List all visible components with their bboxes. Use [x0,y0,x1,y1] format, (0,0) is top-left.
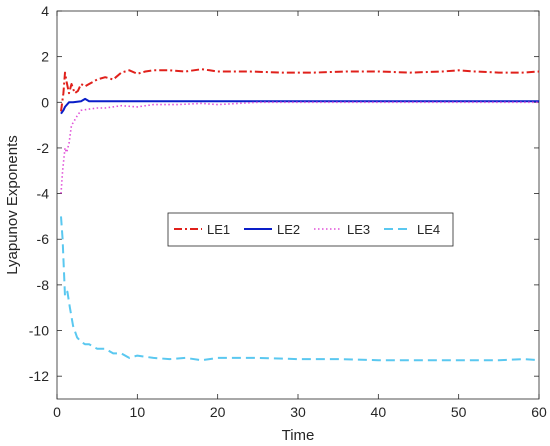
y-tick-label: -2 [37,140,50,156]
y-axis-label: Lyapunov Exponents [4,135,21,275]
series-line-le2 [60,97,539,115]
y-tick-label: -8 [37,277,50,293]
x-tick-label: 20 [210,404,226,420]
y-tick-label: -12 [29,368,49,384]
y-tick-label: 4 [41,3,49,19]
x-tick-label: 30 [290,404,306,420]
legend-items: LE1 LE2 LE3 LE4 [174,222,440,237]
legend-label-le1: LE1 [207,222,230,237]
y-tick-label: 0 [41,94,49,110]
x-tick-label: 10 [130,404,146,420]
x-tick-label: 50 [451,404,467,420]
x-tick-label: 40 [371,404,387,420]
series-line-le1 [60,68,540,112]
series-line-le3 [60,101,539,194]
y-tick-label: -4 [37,186,50,202]
x-tick-label: 0 [53,404,61,420]
legend: LE1 LE2 LE3 LE4 [167,212,454,247]
x-axis-label: Time [282,427,315,444]
legend-label-le4: LE4 [417,222,440,237]
series-line-le4 [60,216,540,362]
legend-label-le3: LE3 [347,222,370,237]
legend-label-le2: LE2 [277,222,300,237]
series-group [60,68,540,362]
y-tick-label: -6 [37,231,50,247]
plot-area [56,10,540,400]
x-tick-label: 60 [531,404,547,420]
y-tick-label: 2 [41,49,49,65]
y-tick-label: -10 [29,323,49,339]
